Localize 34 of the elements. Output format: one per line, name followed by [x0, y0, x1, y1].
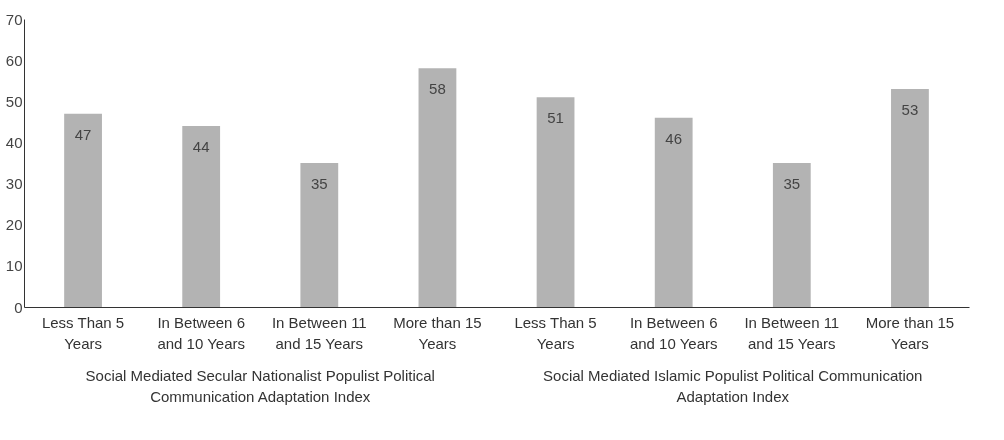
bar [64, 113, 102, 307]
text: Social Mediated Secular Nationalist Populist Political Communication Adaptation Index [85, 367, 435, 405]
data-label: 35 [783, 175, 801, 192]
x-tick-label: In Between 11 and 15 Years [271, 313, 367, 352]
y-tick-label: 20 [5, 216, 23, 234]
bar [418, 68, 457, 307]
x-tick-label: Less Than 5 Years [514, 313, 597, 352]
data-label: 46 [665, 129, 683, 147]
bar [891, 88, 929, 307]
bar [300, 163, 339, 307]
bar [182, 125, 221, 307]
data-label: 47 [74, 125, 92, 143]
x-tick-label: Less Than 5 Years [41, 313, 125, 352]
y-tick-label: 0 [14, 298, 23, 316]
x-tick-label: More than 15 Years [393, 313, 482, 352]
x-tick-label: In Between 6 and 10 Years [157, 313, 245, 352]
bar [654, 117, 693, 307]
y-tick-label: 50 [5, 92, 23, 110]
data-label: 35 [310, 175, 328, 192]
x-tick-label: In Between 11 and 15 Years [744, 313, 840, 352]
y-tick-label: 70 [5, 10, 23, 28]
data-label: 44 [192, 137, 210, 155]
y-tick-label: 10 [5, 257, 23, 275]
y-tick-label: 60 [5, 51, 23, 69]
data-label: 51 [547, 109, 564, 127]
bar [536, 97, 575, 307]
bar [772, 163, 811, 307]
x-tick-label: In Between 6 and 10 Years [629, 313, 718, 352]
y-tick-label: 30 [5, 175, 23, 193]
x-tick-label: More than 15 Years [865, 313, 955, 352]
data-label: 58 [429, 80, 446, 98]
text: Social Mediated Islamic Populist Political Communication Adaptation Index [543, 367, 923, 405]
y-tick-label: 40 [5, 133, 23, 151]
data-label: 53 [901, 100, 919, 118]
